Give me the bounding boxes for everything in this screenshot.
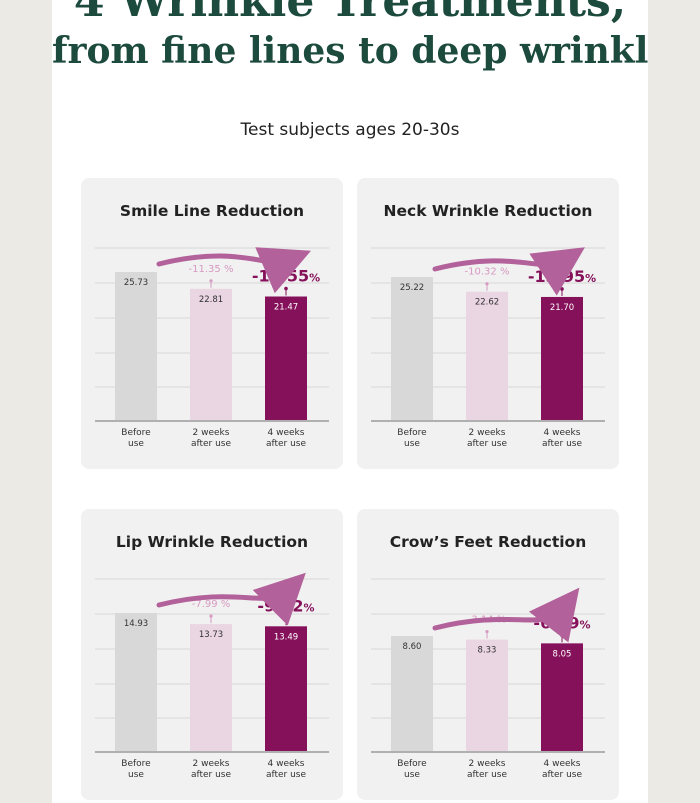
page-sheet: 4 Wrinkle Treatments, from fine lines to… xyxy=(52,0,648,803)
bar-value-label: 25.22 xyxy=(400,283,424,293)
marker-dot-4-weeks xyxy=(560,633,564,638)
bar-4-weeks xyxy=(265,296,307,420)
bar-value-label: 22.62 xyxy=(475,298,499,308)
reduction-value: -16.55 xyxy=(252,267,309,286)
chart-card-neck-wrinkle: Neck Wrinkle Reduction 25.22 Before use 22.… xyxy=(357,178,619,469)
bar-value-label: 8.33 xyxy=(478,646,497,656)
bar-value-label: 14.93 xyxy=(124,619,148,629)
x-tick-label: after use xyxy=(191,439,232,449)
reduction-value: -13.95 xyxy=(528,267,585,286)
x-tick-label: 4 weeks xyxy=(544,759,581,769)
bar-value-label: 21.70 xyxy=(550,303,574,313)
x-tick-label: use xyxy=(128,439,144,449)
reduction-label-4-weeks: -6.39% xyxy=(533,613,590,632)
bar-value-label: 22.81 xyxy=(199,295,223,305)
x-tick-label: Before xyxy=(397,759,427,769)
trend-arrow xyxy=(156,247,312,294)
trend-arrow xyxy=(432,247,585,296)
marker-dot-4-weeks xyxy=(284,286,288,291)
reduction-label-2-weeks: -11.35 % xyxy=(189,264,234,275)
marker-dot-2-weeks xyxy=(209,279,213,283)
x-tick-label: after use xyxy=(542,439,583,449)
chart-card-lip-wrinkle: Lip Wrinkle Reduction 14.93 Before use 13.7… xyxy=(81,509,343,800)
chart-card-smile-line: Smile Line Reduction 25.73 Before use 22.81… xyxy=(81,178,343,469)
x-tick-label: use xyxy=(404,770,420,780)
bar-before xyxy=(115,613,157,751)
marker-dot-4-weeks xyxy=(284,616,288,621)
trend-arrow xyxy=(432,587,580,643)
bar-value-label: 21.47 xyxy=(274,303,298,313)
x-tick-label: after use xyxy=(467,439,508,449)
reduction-unit: % xyxy=(304,601,315,614)
chart-title: Crow’s Feet Reduction xyxy=(389,533,587,551)
bar-before xyxy=(115,272,157,420)
marker-dot-2-weeks xyxy=(209,614,213,618)
reduction-unit: % xyxy=(585,272,596,285)
x-tick-label: 2 weeks xyxy=(469,428,506,438)
bar-2-weeks xyxy=(190,624,232,751)
bar-2-weeks xyxy=(466,639,508,751)
chart-title: Smile Line Reduction xyxy=(119,202,305,220)
bar-value-label: 25.73 xyxy=(124,278,148,288)
bar-4-weeks xyxy=(541,643,583,751)
x-tick-label: 4 weeks xyxy=(268,759,305,769)
reduction-label-2-weeks: -10.32 % xyxy=(465,267,510,278)
reduction-unit: % xyxy=(580,618,591,631)
page-title-line-2: from fine lines to deep wrinkles xyxy=(52,30,648,72)
trend-arrow xyxy=(156,572,306,626)
page-subtitle: Test subjects ages 20-30s xyxy=(240,120,460,140)
bar-before xyxy=(391,636,433,751)
bar-4-weeks xyxy=(265,626,307,751)
x-tick-label: 4 weeks xyxy=(268,428,305,438)
x-tick-label: after use xyxy=(542,770,583,780)
bar-value-label: 13.49 xyxy=(274,632,298,642)
x-tick-label: 2 weeks xyxy=(193,759,230,769)
marker-dot-4-weeks xyxy=(560,287,564,291)
x-tick-label: 2 weeks xyxy=(193,428,230,438)
marker-dot-2-weeks xyxy=(485,282,489,286)
x-tick-label: after use xyxy=(191,770,232,780)
bar-value-label: 13.73 xyxy=(199,630,223,640)
bar-2-weeks xyxy=(190,288,232,420)
x-tick-label: Before xyxy=(121,759,151,769)
bar-value-label: 8.05 xyxy=(553,649,572,659)
x-tick-label: use xyxy=(404,439,420,449)
x-tick-label: 2 weeks xyxy=(469,759,506,769)
chart-title: Lip Wrinkle Reduction xyxy=(115,533,309,551)
bar-value-label: 8.60 xyxy=(403,642,422,652)
x-tick-label: after use xyxy=(266,770,307,780)
bar-4-weeks xyxy=(541,296,583,420)
marker-dot-2-weeks xyxy=(485,630,489,634)
bar-2-weeks xyxy=(466,291,508,420)
reduction-unit: % xyxy=(309,272,320,285)
chart-card-crows-feet: Crow’s Feet Reduction 8.60 Before use 8.33 2… xyxy=(357,509,619,800)
x-tick-label: use xyxy=(128,770,144,780)
reduction-label-4-weeks: -13.95% xyxy=(528,267,596,286)
reduction-label-4-weeks: -16.55% xyxy=(252,267,320,286)
x-tick-label: 4 weeks xyxy=(544,428,581,438)
x-tick-label: Before xyxy=(121,428,151,438)
x-tick-label: after use xyxy=(266,439,307,449)
reduction-label-2-weeks: -7.99 % xyxy=(192,599,231,610)
x-tick-label: after use xyxy=(467,770,508,780)
bar-before xyxy=(391,277,433,420)
page-title-line-1: 4 Wrinkle Treatments, xyxy=(73,0,627,27)
chart-title: Neck Wrinkle Reduction xyxy=(383,202,593,220)
x-tick-label: Before xyxy=(397,428,427,438)
